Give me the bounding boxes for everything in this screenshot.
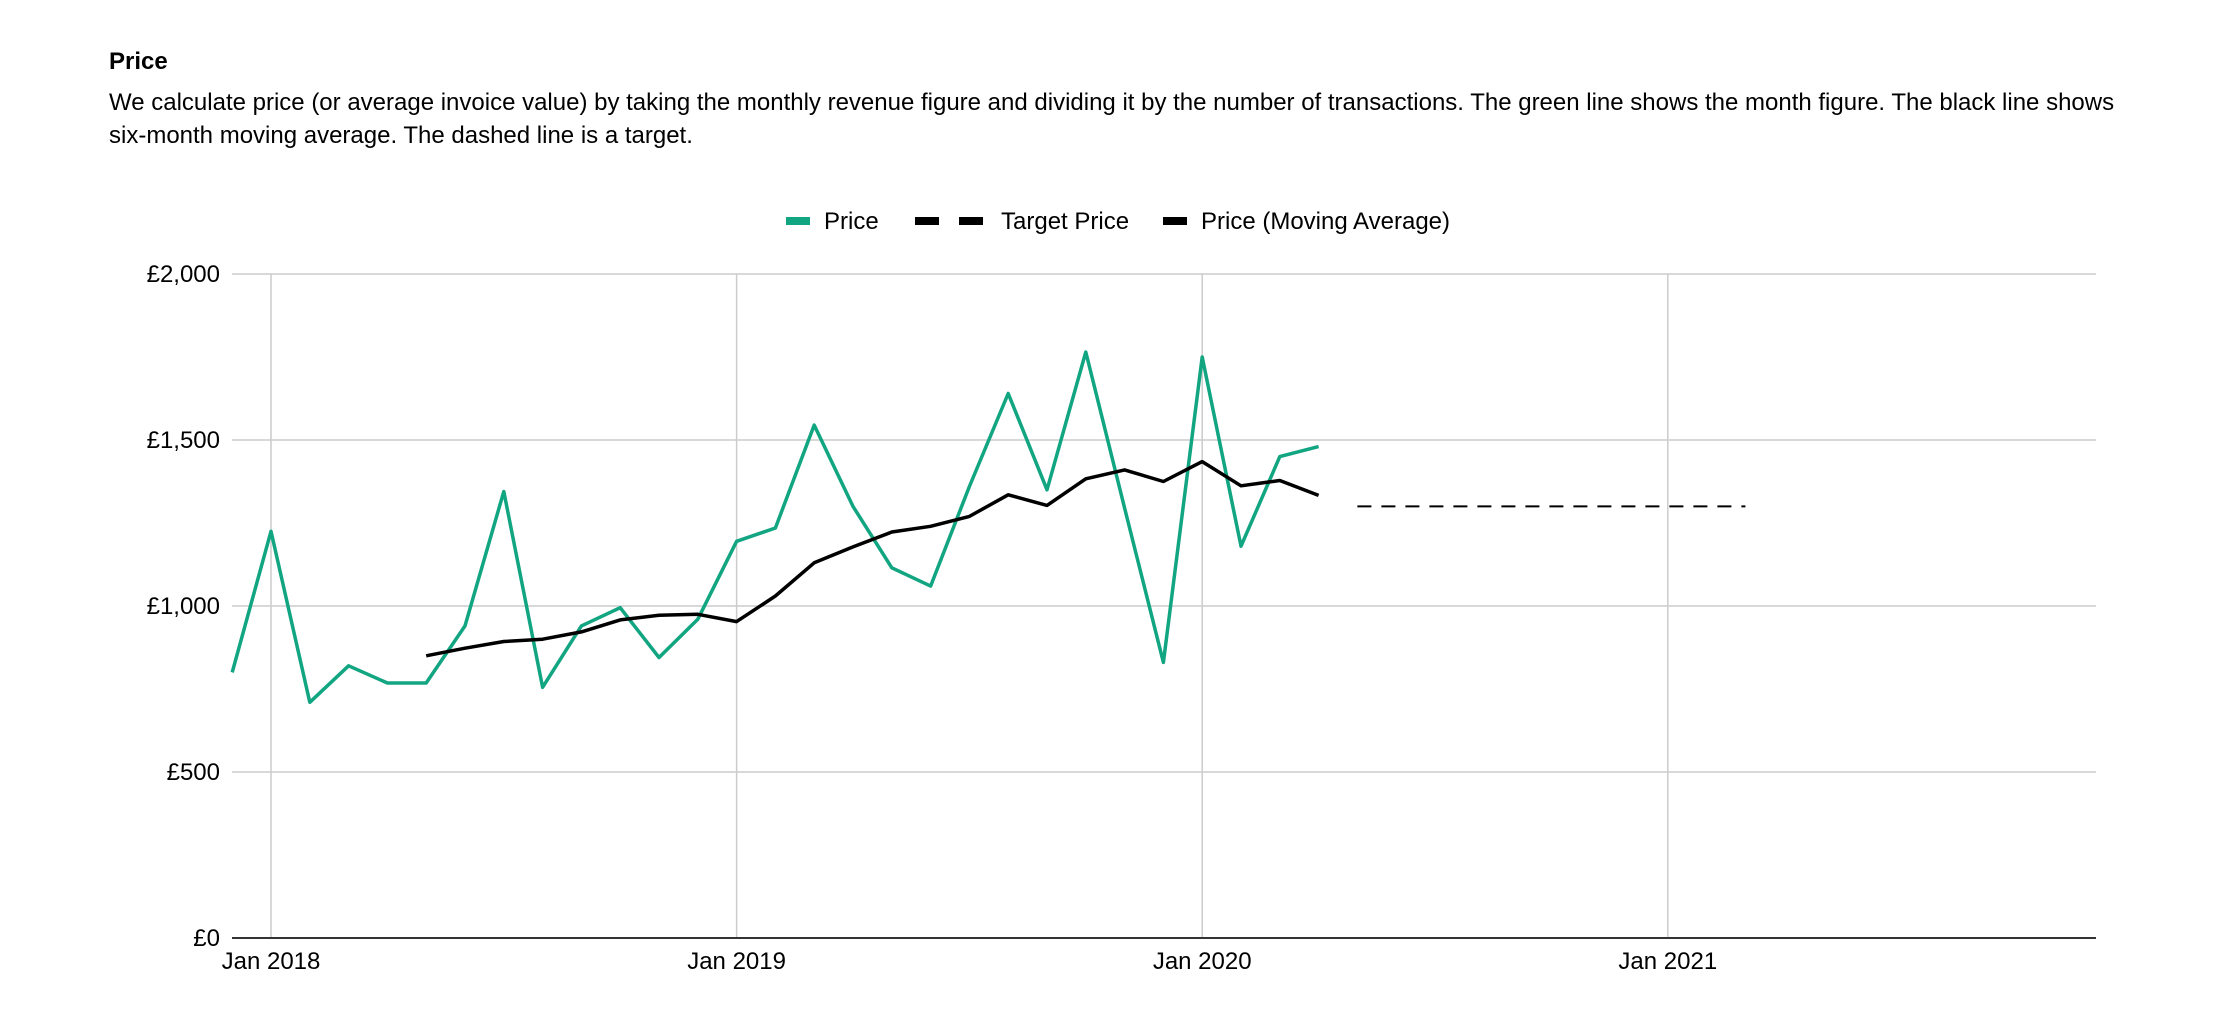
x-tick-label: Jan 2021	[1618, 948, 1717, 975]
legend-swatch	[786, 217, 810, 225]
series-line-moving-average	[425, 459, 1320, 658]
legend-item-moving-average: Price (Moving Average)	[1163, 208, 1450, 235]
y-tick-label: £500	[167, 759, 220, 786]
section-description: We calculate price (or average invoice v…	[109, 89, 2115, 149]
chart-gridlines	[232, 273, 2096, 938]
legend-label: Price (Moving Average)	[1201, 208, 1450, 235]
y-tick-label: £0	[193, 925, 220, 952]
legend-swatch	[915, 217, 939, 225]
legend-item-target-price: Target Price	[915, 208, 1129, 235]
x-tick-label: Jan 2019	[687, 948, 786, 975]
x-tick-label: Jan 2020	[1153, 948, 1252, 975]
section-title: Price	[109, 48, 168, 75]
y-tick-label: £1,500	[147, 427, 220, 454]
chart-legend: Price Target Price Price (Moving Average)	[786, 208, 1450, 235]
y-axis: £0 £500 £1,000 £1,500 £2,000	[147, 261, 220, 952]
x-tick-label: Jan 2018	[222, 948, 321, 975]
legend-label: Target Price	[1001, 208, 1129, 235]
legend-label: Price	[824, 208, 879, 235]
y-tick-label: £2,000	[147, 261, 220, 288]
y-tick-label: £1,000	[147, 593, 220, 620]
chart-series	[230, 350, 1746, 705]
x-axis: Jan 2018 Jan 2019 Jan 2020 Jan 2021	[222, 937, 2096, 975]
legend-item-price: Price	[786, 208, 879, 235]
series-line-price	[230, 350, 1320, 705]
legend-swatch	[959, 217, 983, 225]
legend-swatch	[1163, 217, 1187, 225]
